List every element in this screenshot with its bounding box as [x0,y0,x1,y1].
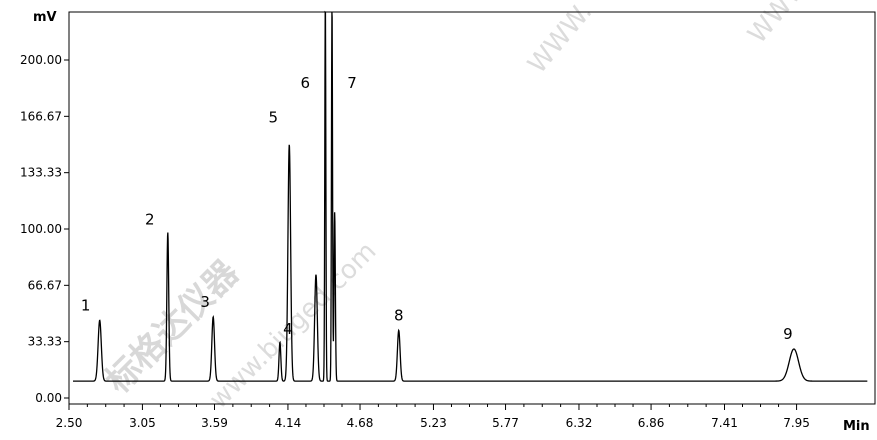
peak-label-4: 4 [283,320,293,338]
y-tick-label: 200.00 [20,53,62,67]
watermark-url-text: www.biuged.com [204,236,383,415]
peak-label-7: 7 [347,74,357,92]
y-axis-unit-label: mV [33,10,57,25]
y-tick-label: 33.33 [28,335,62,349]
y-tick-label: 66.67 [28,278,62,292]
x-tick-label: 4.14 [275,416,302,430]
x-axis-unit-label: Min [843,419,870,434]
peak-label-8: 8 [394,306,404,324]
x-tick-label: 2.50 [56,416,83,430]
x-tick-label: 3.05 [129,416,156,430]
peak-labels: 1 2 3 4 5 6 7 8 9 [81,74,793,343]
chromatogram-trace [73,10,868,382]
peak-label-3: 3 [200,293,210,311]
y-axis: 0.00 33.33 66.67 100.00 133.33 166.67 200.00 [20,53,69,405]
x-tick-label: 4.68 [347,416,374,430]
x-tick-label: 5.23 [420,416,447,430]
peak-label-6: 6 [301,74,311,92]
peak-label-2: 2 [145,210,155,228]
watermark-right-text: WWW.b [742,0,829,49]
x-tick-label: 3.59 [201,416,228,430]
x-tick-label: 7.41 [711,416,738,430]
watermark-layer: 标格达仪器 www.biuged.com WWW. WWW.b [98,0,829,415]
x-tick-label: 5.77 [492,416,519,430]
y-tick-label: 166.67 [20,109,62,123]
x-tick-label: 6.86 [638,416,665,430]
plot-frame [68,11,876,405]
x-axis: 2.50 3.05 3.59 4.14 4.68 5.23 5.77 6.32 6.86 7.41… [56,404,810,430]
peak-label-5: 5 [269,109,279,127]
peak-label-9: 9 [783,325,793,343]
x-tick-label: 6.32 [566,416,593,430]
x-tick-label: 7.95 [783,416,810,430]
y-tick-label: 0.00 [35,391,62,405]
y-tick-label: 100.00 [20,222,62,236]
y-tick-label: 133.33 [20,166,62,180]
peak-label-1: 1 [81,296,91,314]
